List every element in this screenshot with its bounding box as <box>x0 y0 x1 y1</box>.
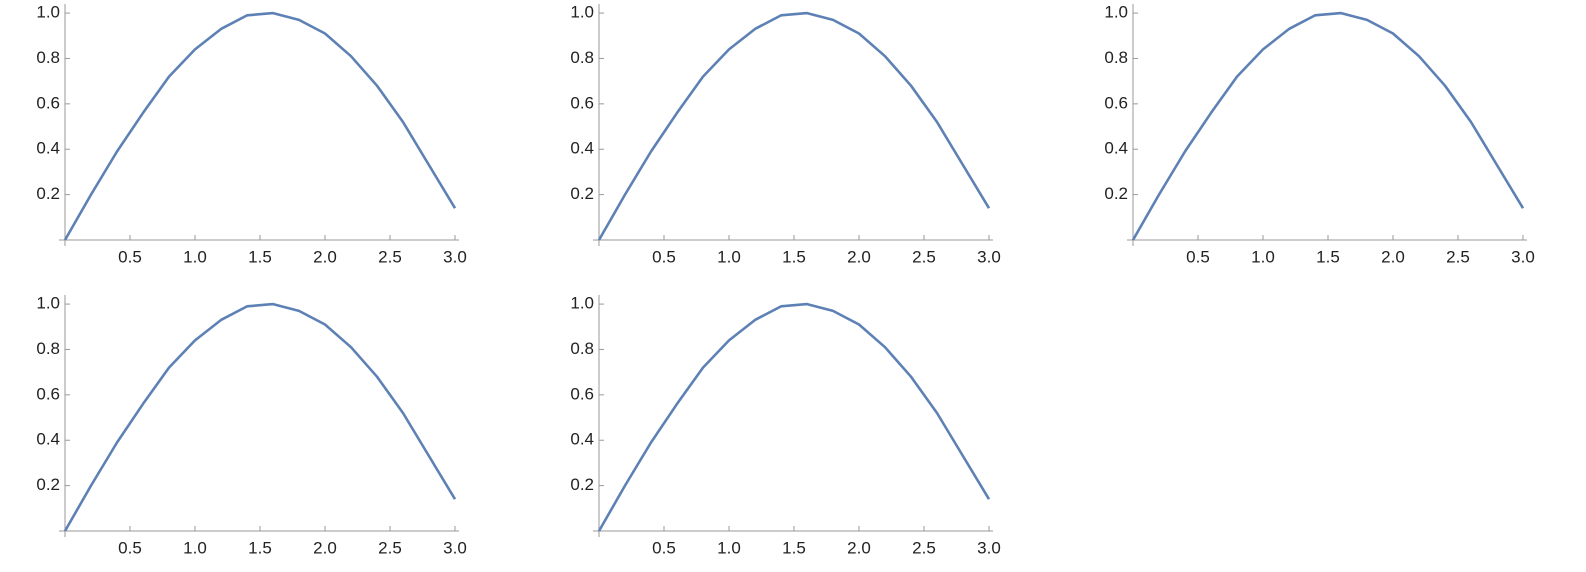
line-series <box>597 11 991 241</box>
x-tick-label: 2.5 <box>912 247 936 266</box>
x-tick-label: 2.5 <box>912 538 936 557</box>
y-tick-label: 0.2 <box>36 184 60 203</box>
y-tick-label: 0.6 <box>36 384 60 403</box>
x-tick-label: 2.5 <box>378 538 402 557</box>
x-tick-label: 0.5 <box>118 247 142 266</box>
y-tick-label: 0.4 <box>36 430 60 449</box>
y-tick-label: 0.4 <box>1104 139 1128 158</box>
y-tick-label: 0.2 <box>570 475 594 494</box>
y-tick-label: 0.2 <box>1104 184 1128 203</box>
line-series <box>597 302 991 532</box>
x-tick-label: 1.0 <box>183 538 207 557</box>
x-tick-label: 1.0 <box>183 247 207 266</box>
plot-panel: 0.5 1.0 1.5 2.0 2.5 3.0 0.2 0.4 0.6 0.8 1.0 <box>1104 3 1534 267</box>
x-tick-label: 3.0 <box>443 247 467 266</box>
plot-panel: 0.5 1.0 1.5 2.0 2.5 3.0 0.2 0.4 0.6 0.8 1.0 <box>36 294 466 558</box>
y-tick-label: 1.0 <box>1104 3 1128 22</box>
y-tick-label: 0.8 <box>36 339 60 358</box>
x-tick-label: 2.0 <box>847 538 871 557</box>
x-tick-label: 3.0 <box>443 538 467 557</box>
y-tick-label: 0.4 <box>36 139 60 158</box>
x-tick-label: 2.0 <box>847 247 871 266</box>
x-tick-label: 3.0 <box>977 247 1001 266</box>
x-tick-label: 0.5 <box>652 538 676 557</box>
y-tick-label: 1.0 <box>36 294 60 313</box>
y-tick-label: 0.8 <box>1104 48 1128 67</box>
x-tick-label: 2.0 <box>313 538 337 557</box>
x-tick-label: 1.0 <box>717 538 741 557</box>
x-tick-label: 1.5 <box>248 247 272 266</box>
line-series <box>1131 11 1525 241</box>
x-tick-label: 2.0 <box>1381 247 1405 266</box>
y-tick-label: 0.6 <box>570 384 594 403</box>
x-tick-label: 1.0 <box>1251 247 1275 266</box>
plot-panel: 0.5 1.0 1.5 2.0 2.5 3.0 0.2 0.4 0.6 0.8 1.0 <box>36 3 466 267</box>
y-tick-label: 0.2 <box>570 184 594 203</box>
x-tick-label: 1.5 <box>248 538 272 557</box>
y-tick-label: 0.8 <box>570 339 594 358</box>
y-tick-label: 0.6 <box>1104 93 1128 112</box>
plot-panel: 0.5 1.0 1.5 2.0 2.5 3.0 0.2 0.4 0.6 0.8 1.0 <box>570 3 1000 267</box>
y-tick-label: 0.8 <box>570 48 594 67</box>
x-tick-label: 0.5 <box>652 247 676 266</box>
x-tick-label: 3.0 <box>977 538 1001 557</box>
x-tick-label: 2.0 <box>313 247 337 266</box>
y-tick-label: 1.0 <box>36 3 60 22</box>
y-tick-label: 0.2 <box>36 475 60 494</box>
y-tick-label: 0.4 <box>570 430 594 449</box>
line-series <box>63 11 457 241</box>
x-tick-label: 1.5 <box>1316 247 1340 266</box>
y-tick-label: 1.0 <box>570 3 594 22</box>
x-tick-label: 3.0 <box>1511 247 1535 266</box>
y-tick-label: 0.8 <box>36 48 60 67</box>
x-tick-label: 1.5 <box>782 247 806 266</box>
y-tick-label: 0.4 <box>570 139 594 158</box>
x-tick-label: 1.5 <box>782 538 806 557</box>
x-tick-label: 2.5 <box>378 247 402 266</box>
plot-panel: 0.5 1.0 1.5 2.0 2.5 3.0 0.2 0.4 0.6 0.8 1.0 <box>570 294 1000 558</box>
y-tick-label: 1.0 <box>570 294 594 313</box>
x-tick-label: 0.5 <box>1186 247 1210 266</box>
x-tick-label: 0.5 <box>118 538 142 557</box>
y-tick-label: 0.6 <box>36 93 60 112</box>
y-tick-label: 0.6 <box>570 93 594 112</box>
line-series <box>63 302 457 532</box>
x-tick-label: 1.0 <box>717 247 741 266</box>
x-tick-label: 2.5 <box>1446 247 1470 266</box>
